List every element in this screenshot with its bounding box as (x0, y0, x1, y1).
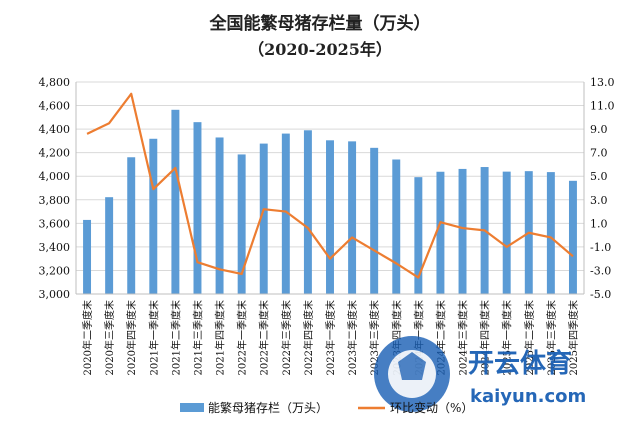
x-tick-label: 2025年二季度末 (523, 300, 536, 375)
x-tick-label: 2021年四季度末 (214, 300, 227, 375)
chart-subtitle: （2020-2025年） (248, 40, 392, 59)
y-left-tick-label: 3,800 (39, 194, 71, 207)
bar (458, 168, 467, 294)
x-tick-label: 2024年四季度末 (479, 300, 492, 375)
x-tick-label: 2023年三季度末 (368, 300, 381, 375)
y-left-tick-label: 4,200 (39, 147, 71, 160)
bar (502, 171, 511, 294)
bar (171, 109, 180, 294)
y-left-tick-label: 3,400 (39, 241, 71, 254)
y-axis-left: 3,000 3,200 3,400 3,600 3,800 4,000 4,200 4,400… (39, 76, 77, 301)
x-tick-label: 2023年一季度末 (324, 300, 337, 375)
x-tick-label: 2022年一季度末 (236, 300, 249, 375)
y-right-tick-label: 9.0 (590, 123, 608, 136)
x-tick-label: 2022年二季度末 (258, 300, 271, 375)
legend-label-line: 环比变动（%） (390, 400, 473, 415)
bar (83, 219, 92, 294)
y-right-tick-label: -1.0 (590, 241, 611, 254)
y-right-tick-label: 5.0 (590, 170, 608, 183)
bar (215, 137, 224, 294)
y-right-tick-label: 11.0 (590, 100, 615, 113)
bar-series (83, 109, 577, 294)
bar (281, 133, 290, 294)
bar (546, 172, 555, 294)
x-tick-label: 2025年三季度末 (545, 300, 558, 375)
bar (259, 143, 268, 294)
y-right-tick-label: -5.0 (590, 288, 611, 301)
legend-swatch-bar (180, 403, 204, 412)
y-right-tick-label: 7.0 (590, 147, 608, 160)
line-series (86, 92, 574, 279)
bar (303, 130, 312, 294)
x-tick-label: 2022年四季度末 (302, 300, 315, 375)
y-left-tick-label: 3,000 (39, 288, 71, 301)
watermark-logo: 开云体育 kaiyun.com (374, 336, 586, 412)
y-left-tick-label: 3,600 (39, 217, 71, 230)
y-left-tick-label: 3,200 (39, 264, 71, 277)
x-tick-label: 2022年三季度末 (280, 300, 293, 375)
legend: 能繁母猪存栏（万头） 环比变动（%） (180, 400, 473, 415)
x-tick-label: 2025年四季度末 (567, 300, 580, 375)
bar (237, 154, 246, 294)
bar (436, 171, 445, 294)
bar (568, 180, 577, 294)
bar (392, 159, 401, 294)
y-right-tick-label: 1.0 (590, 217, 608, 230)
y-left-tick-label: 4,400 (39, 123, 71, 136)
watermark-ball-pattern-icon (398, 352, 426, 380)
bar (105, 197, 114, 294)
legend-label-bar: 能繁母猪存栏（万头） (208, 400, 328, 415)
x-tick-label: 2024年三季度末 (457, 300, 470, 375)
x-tick-label: 2021年二季度末 (169, 300, 182, 375)
bar (149, 138, 158, 294)
y-axis-right: -5.0 -3.0 -1.0 1.0 3.0 5.0 7.0 9.0 11.0 13.0 (583, 76, 615, 301)
bar (370, 147, 379, 294)
bar (414, 177, 423, 294)
watermark-url: kaiyun.com (470, 386, 586, 407)
x-tick-label: 2023年二季度末 (346, 300, 359, 375)
y-left-tick-label: 4,600 (39, 100, 71, 113)
y-right-tick-label: -3.0 (590, 264, 611, 277)
chart-title: 全国能繁母猪存栏量（万头） (209, 14, 431, 34)
x-tick-label: 2021年一季度末 (147, 300, 160, 375)
x-tick-label: 2020年四季度末 (125, 300, 138, 375)
y-right-tick-label: 13.0 (590, 76, 615, 89)
bar (326, 140, 334, 294)
x-tick-label: 2020年二季度末 (81, 300, 94, 375)
y-right-tick-label: 3.0 (590, 194, 608, 207)
x-tick-label: 2021年三季度末 (191, 300, 204, 375)
bar (348, 141, 357, 294)
x-tick-label: 2020年三季度末 (103, 300, 116, 375)
y-left-tick-label: 4,800 (39, 76, 71, 89)
bar (193, 122, 202, 294)
x-tick-label: 2025年一季度末 (501, 300, 514, 375)
bar (127, 157, 136, 294)
y-left-tick-label: 4,000 (39, 170, 71, 183)
watermark-brand: 开云体育 (468, 348, 572, 379)
